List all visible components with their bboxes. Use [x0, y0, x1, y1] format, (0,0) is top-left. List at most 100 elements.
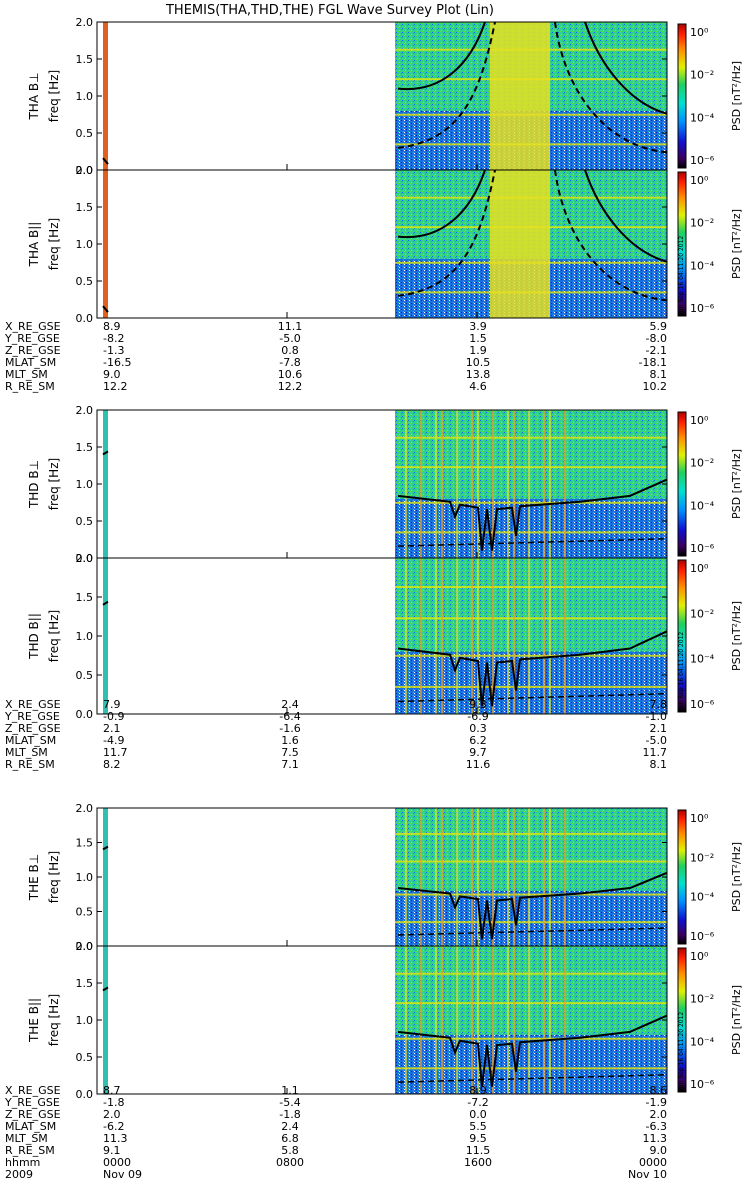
ephemeris-row-label: MLT_SM [5, 746, 48, 759]
wave-streak [456, 946, 458, 1094]
harmonic-band [395, 832, 667, 835]
wave-streak [528, 946, 530, 1094]
gyrofrequency-fragment [102, 305, 109, 313]
colorbar-tick-label: 10⁰ [690, 26, 709, 39]
data-strip-start [103, 22, 108, 170]
ephemeris-value: 5.9 [650, 320, 668, 333]
ephemeris-value: 5.5 [469, 1120, 487, 1133]
ephemeris-value: 9.0 [650, 1144, 668, 1157]
end-date-label: Nov 10 [628, 1168, 667, 1181]
ephemeris-value: -0.9 [103, 710, 124, 723]
y-tick-label: 1.5 [76, 53, 94, 66]
y-axis-label: freq [Hz] [47, 994, 61, 1046]
ephemeris-value: -1.8 [103, 1096, 124, 1109]
ephemeris-value: -1.3 [103, 344, 124, 357]
wave-streak [549, 808, 551, 946]
wave-streak [543, 410, 545, 558]
y-tick-label: 0.0 [76, 552, 94, 565]
ephemeris-value: 11.6 [466, 758, 491, 771]
colorbar-tick-label: 10⁰ [690, 812, 709, 825]
data-strip-start [103, 410, 108, 558]
wave-streak [456, 410, 458, 558]
wave-streak [471, 946, 473, 1094]
panels-group: 0.0 0.5 1.0 1.5 2.0 THA B⊥ freq [Hz] 10⁰ 10⁻² 10⁻… [27, 16, 743, 1101]
ephemeris-value: 11.3 [103, 1132, 128, 1145]
wave-streak [471, 808, 473, 946]
gyrofrequency-fragment [102, 450, 109, 456]
wave-streak [564, 946, 566, 1094]
wave-streak [405, 558, 407, 714]
ephemeris-row-label: Z_RE_GSE [5, 1108, 61, 1121]
colorbar: 10⁰ 10⁻² 10⁻⁴ 10⁻⁶ PSD [nT²/Hz] Sun Sep 16 04… [677, 947, 743, 1093]
wave-streak [549, 558, 551, 714]
ephemeris-row-label: MLAT_SM [5, 356, 56, 369]
y-tick-label: 0.0 [76, 708, 94, 721]
gyrofrequency-fragment [102, 986, 109, 992]
wave-streak [441, 808, 443, 946]
colorbar-scale [677, 809, 687, 945]
wave-streak [477, 808, 479, 946]
panel-label: THD B|| [27, 613, 41, 660]
ephemeris-value: -7.2 [467, 1096, 488, 1109]
ephemeris-tha: X_RE_GSE 8.9 11.1 3.9 5.9 Y_RE_GSE -8.2 -5.0 1.5… [4, 320, 667, 393]
harmonic-band [395, 466, 667, 469]
ephemeris-value: 7.5 [281, 746, 299, 759]
spectrogram-panel-1: 0.0 0.5 1.0 1.5 2.0 THA B⊥ freq [Hz] 10⁰ 10⁻² 10⁻… [27, 16, 743, 177]
timestamp-stamp: Sun Sep 16 04:11:20 2012 [678, 1012, 685, 1092]
colorbar-tick-label: 10⁻⁶ [690, 302, 715, 315]
wave-streak [435, 946, 437, 1094]
ephemeris-value: 7.1 [281, 758, 299, 771]
harmonic-band [395, 1002, 667, 1005]
figure-title: THEMIS(THA,THD,THE) FGL Wave Survey Plot… [165, 3, 494, 18]
wave-streak [549, 410, 551, 558]
y-axis-label: freq [Hz] [47, 851, 61, 903]
y-axis-label: freq [Hz] [47, 70, 61, 122]
harmonic-band [395, 860, 667, 863]
ephemeris-row-label: MLT_SM [5, 1132, 48, 1145]
data-strip-start [103, 558, 108, 714]
data-strip-start [103, 170, 108, 318]
colorbar-tick-label: 10⁻² [690, 993, 714, 1006]
y-tick-label: 1.0 [76, 1014, 94, 1027]
ephemeris-row-label: Z_RE_GSE [5, 344, 61, 357]
spectrogram-low-freq [395, 1034, 667, 1094]
wave-streak [435, 410, 437, 558]
ephemeris-value: 2.4 [281, 1120, 299, 1133]
colorbar-tick-label: 10⁻⁴ [690, 111, 715, 124]
panel-label: THD B⊥ [27, 460, 41, 509]
panel-label: THE B|| [27, 998, 41, 1043]
time-axis-label: hhmm [5, 1156, 40, 1169]
wave-streak [420, 946, 422, 1094]
ephemeris-value: 11.5 [466, 1144, 491, 1157]
ephemeris-value: 6.8 [281, 1132, 299, 1145]
data-strip-start [103, 946, 108, 1094]
y-tick-label: 0.5 [76, 515, 94, 528]
data-strip-start [103, 808, 108, 946]
colorbar: 10⁰ 10⁻² 10⁻⁴ 10⁻⁶ PSD [nT²/Hz] [677, 809, 743, 945]
half-gyrofrequency-curve [397, 538, 668, 547]
half-gyrofrequency-curve [554, 169, 668, 302]
gyrofrequency-curve [397, 630, 668, 707]
half-gyrofrequency-curve [397, 21, 496, 149]
ephemeris-row-label: X_RE_GSE [5, 698, 61, 711]
wave-streak [492, 946, 494, 1094]
y-tick-label: 1.0 [76, 238, 94, 251]
colorbar: 10⁰ 10⁻² 10⁻⁴ 10⁻⁶ PSD [nT²/Hz] [677, 411, 743, 557]
wave-activity-region [490, 22, 550, 170]
ephemeris-value: 1.1 [281, 1084, 299, 1097]
ephemeris-value: 12.2 [278, 380, 303, 393]
wave-streak [528, 558, 530, 714]
ephemeris-row-label: X_RE_GSE [5, 1084, 61, 1097]
harmonic-band [395, 685, 667, 688]
ephemeris-row-label: MLT_SM [5, 368, 48, 381]
ephemeris-value: -5.0 [646, 734, 667, 747]
y-tick-label: 1.5 [76, 591, 94, 604]
ephemeris-value: -5.4 [279, 1096, 300, 1109]
time-tick-label: 0800 [276, 1156, 304, 1169]
y-tick-label: 0.0 [76, 1088, 94, 1101]
ephemeris-value: -4.9 [103, 734, 124, 747]
ephemeris-value: -1.0 [646, 710, 667, 723]
ephemeris-value: -8.0 [646, 332, 667, 345]
